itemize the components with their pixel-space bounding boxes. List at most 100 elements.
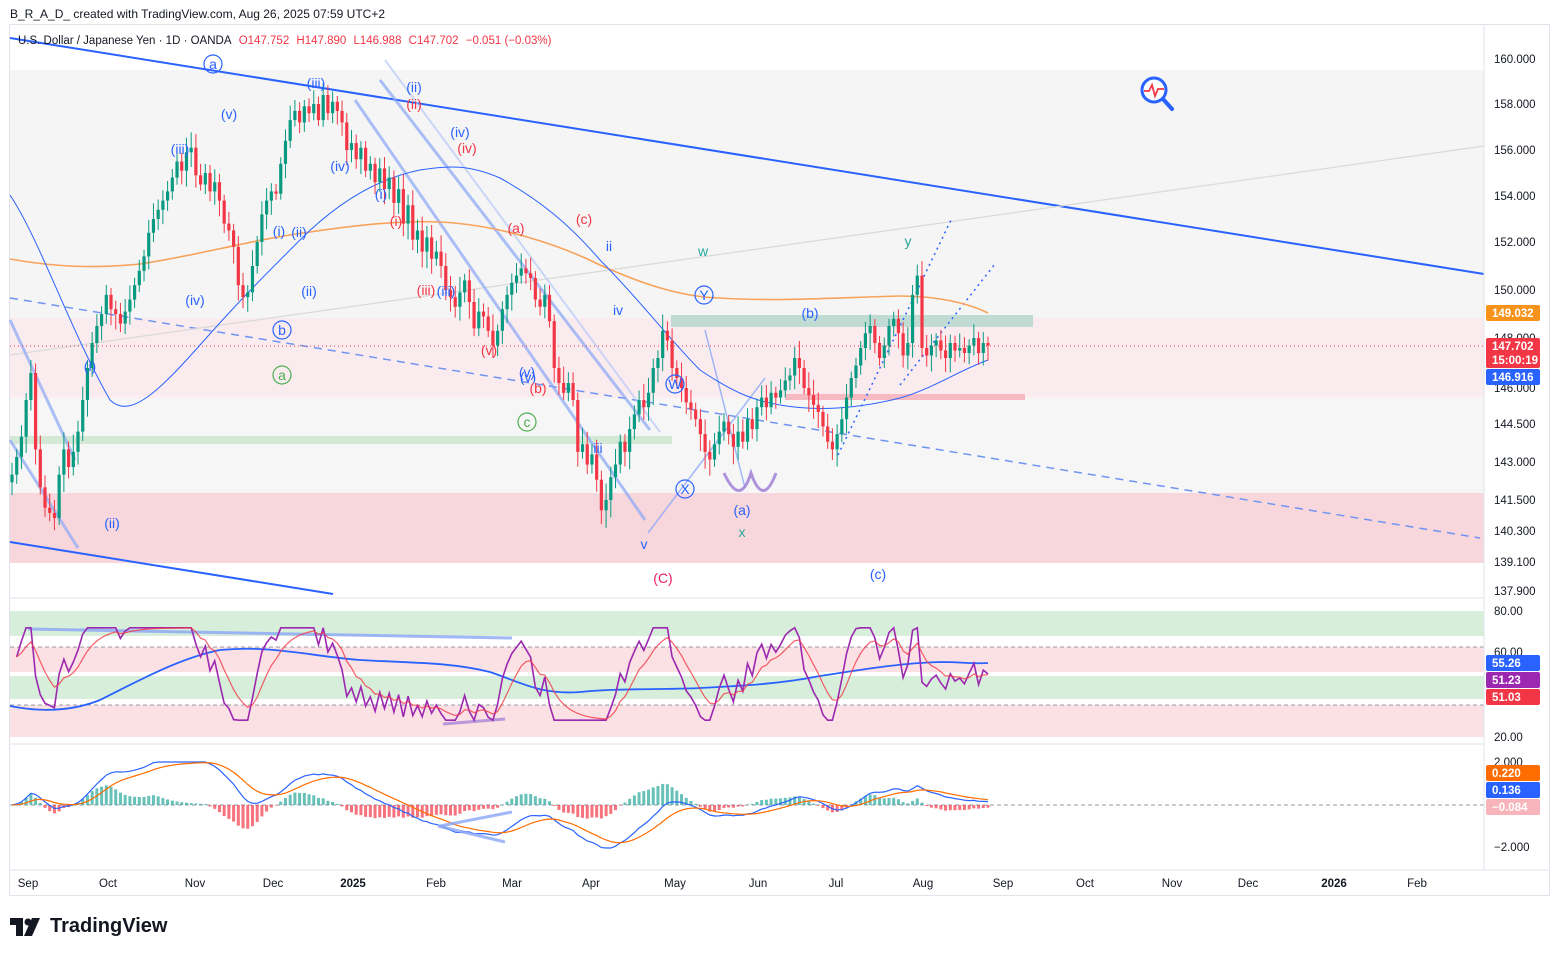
candle bbox=[675, 360, 679, 389]
macd-bar bbox=[477, 805, 481, 810]
wave-label: (iv) bbox=[450, 124, 469, 140]
macd-bar bbox=[302, 792, 306, 805]
teal-resistance-band bbox=[671, 315, 1033, 327]
candle bbox=[170, 169, 174, 200]
svg-text:(i): (i) bbox=[390, 213, 402, 229]
macd-bar bbox=[128, 796, 132, 805]
price-axis-tick: 146.000 bbox=[1494, 383, 1536, 395]
candle bbox=[694, 402, 698, 427]
wave-label: (i) bbox=[273, 223, 285, 239]
macd-bar bbox=[868, 794, 872, 805]
candle bbox=[227, 211, 231, 241]
svg-text:(b): (b) bbox=[529, 380, 546, 396]
candle bbox=[628, 416, 632, 470]
candle bbox=[246, 285, 250, 312]
time-axis-tick: Dec bbox=[263, 878, 284, 890]
candle bbox=[642, 383, 646, 420]
macd-bar bbox=[821, 805, 825, 809]
wave-label: (iii) bbox=[437, 283, 456, 299]
rsi-divergence-line bbox=[27, 627, 513, 640]
macd-bar bbox=[397, 805, 401, 817]
candle bbox=[637, 390, 641, 423]
price-tag: 55.26 bbox=[1486, 655, 1540, 671]
symbol-legend[interactable]: U.S. Dollar / Japanese Yen · 1D · OANDA … bbox=[18, 35, 555, 47]
candle bbox=[345, 113, 349, 166]
candle bbox=[514, 263, 519, 294]
time-axis[interactable]: Sep Oct Nov Dec 2025 Feb Mar Apr May Jun Jul Aug Sep… bbox=[18, 878, 1427, 890]
wave-label: (iii) bbox=[171, 141, 190, 157]
price-axis[interactable]: 160.000 158.000 156.000 154.000 152.000 150.0… bbox=[1494, 54, 1536, 598]
candle bbox=[835, 424, 839, 467]
candle bbox=[165, 180, 170, 211]
tradingview-logo[interactable]: TradingView bbox=[10, 915, 167, 938]
candle bbox=[566, 372, 570, 402]
candle bbox=[486, 306, 490, 338]
macd-bar bbox=[175, 801, 179, 805]
macd-bar bbox=[906, 803, 910, 805]
macd-bar bbox=[750, 803, 754, 805]
candle bbox=[241, 272, 245, 309]
candle bbox=[463, 273, 467, 303]
price-axis-tick: 143.000 bbox=[1494, 457, 1536, 469]
price-axis-tick: 139.100 bbox=[1494, 557, 1536, 569]
macd-signal-line bbox=[11, 762, 989, 844]
svg-text:(iv): (iv) bbox=[450, 124, 469, 140]
candle bbox=[547, 285, 552, 328]
candle bbox=[896, 309, 901, 349]
long-grey-line bbox=[9, 145, 1485, 356]
macd-bar bbox=[863, 796, 867, 805]
time-axis-tick: 2025 bbox=[340, 878, 366, 890]
wave-label: c bbox=[517, 412, 537, 432]
macd-bar bbox=[147, 795, 151, 805]
candle bbox=[689, 389, 693, 420]
candle bbox=[156, 199, 160, 230]
candle bbox=[373, 157, 377, 195]
time-axis-tick: Mar bbox=[502, 878, 522, 890]
macd-bar bbox=[85, 794, 89, 805]
candle bbox=[458, 276, 462, 321]
macd-bar bbox=[411, 805, 415, 818]
macd-bar bbox=[401, 805, 405, 818]
rsi-mid-green bbox=[10, 676, 1484, 699]
candle bbox=[840, 406, 844, 443]
candle bbox=[52, 499, 57, 531]
candle bbox=[161, 190, 165, 225]
macd-bar bbox=[929, 805, 933, 808]
macd-bar bbox=[137, 797, 141, 805]
candle bbox=[854, 357, 858, 388]
svg-text:(c): (c) bbox=[576, 211, 592, 227]
macd-bar bbox=[741, 805, 745, 807]
macd-bar bbox=[892, 797, 896, 805]
macd-bar bbox=[736, 805, 740, 807]
candle bbox=[755, 398, 759, 442]
candle bbox=[939, 329, 943, 360]
macd-bar bbox=[463, 805, 467, 812]
macd-bar bbox=[335, 803, 339, 805]
macd-bar bbox=[958, 805, 962, 811]
wave-label: (v) bbox=[519, 364, 535, 380]
time-axis-tick: Feb bbox=[426, 878, 446, 890]
macd-bar bbox=[552, 805, 556, 807]
svg-text:a: a bbox=[209, 56, 217, 72]
candle bbox=[95, 314, 99, 353]
demand-zone bbox=[10, 493, 1484, 563]
candle bbox=[85, 359, 90, 417]
macd-bar bbox=[835, 805, 839, 813]
macd-bar bbox=[948, 805, 952, 811]
macd-bar bbox=[444, 805, 448, 816]
macd-bar bbox=[458, 805, 462, 814]
candle bbox=[387, 166, 391, 200]
macd-bar bbox=[661, 783, 665, 805]
candle bbox=[543, 284, 547, 319]
candle bbox=[774, 386, 778, 409]
macd-bar bbox=[628, 798, 632, 805]
svg-text:55.26: 55.26 bbox=[1492, 658, 1521, 670]
price-axis-tick: 140.300 bbox=[1494, 526, 1536, 538]
green-support-band bbox=[10, 436, 672, 444]
candle bbox=[90, 331, 94, 377]
candle bbox=[19, 425, 24, 470]
svg-text:x: x bbox=[739, 524, 746, 540]
wave-label: X bbox=[675, 479, 695, 499]
macd-bar bbox=[623, 802, 627, 805]
